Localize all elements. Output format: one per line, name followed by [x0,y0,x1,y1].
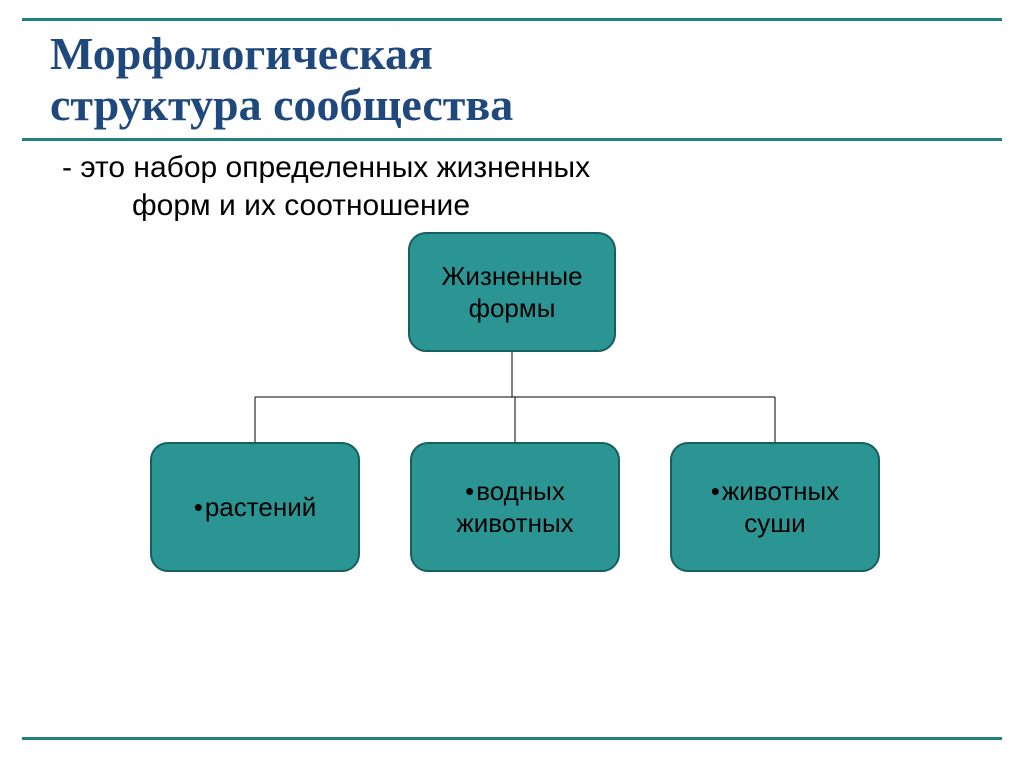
child-1-line-2: животных [456,507,573,540]
title-line-2: структура сообщества [50,79,513,130]
slide-frame: Морфологическая структура сообщества - э… [22,18,1002,746]
child-node-0: растений [150,442,360,572]
child-2-line-2: суши [744,507,805,540]
root-node: Жизненные формы [408,232,616,352]
page-title: Морфологическая структура сообщества [22,21,1002,134]
title-line-1: Морфологическая [50,28,433,79]
footer-rule [22,737,1002,740]
subtitle-line-2: форм и их соотношение [62,187,1002,225]
child-node-2: животных суши [670,442,880,572]
child-1-line-1: водных [465,475,565,508]
child-2-line-1: животных [711,475,839,508]
root-line-1: Жизненные [441,260,582,293]
subtitle-line-1: - это набор определенных жизненных [62,151,590,184]
child-node-1: водных животных [410,442,620,572]
root-line-2: формы [469,292,556,325]
hierarchy-diagram: Жизненные формы растений водных животных… [22,232,1002,652]
child-0-label: растений [194,491,317,524]
subtitle: - это набор определенных жизненных форм … [22,141,1002,224]
